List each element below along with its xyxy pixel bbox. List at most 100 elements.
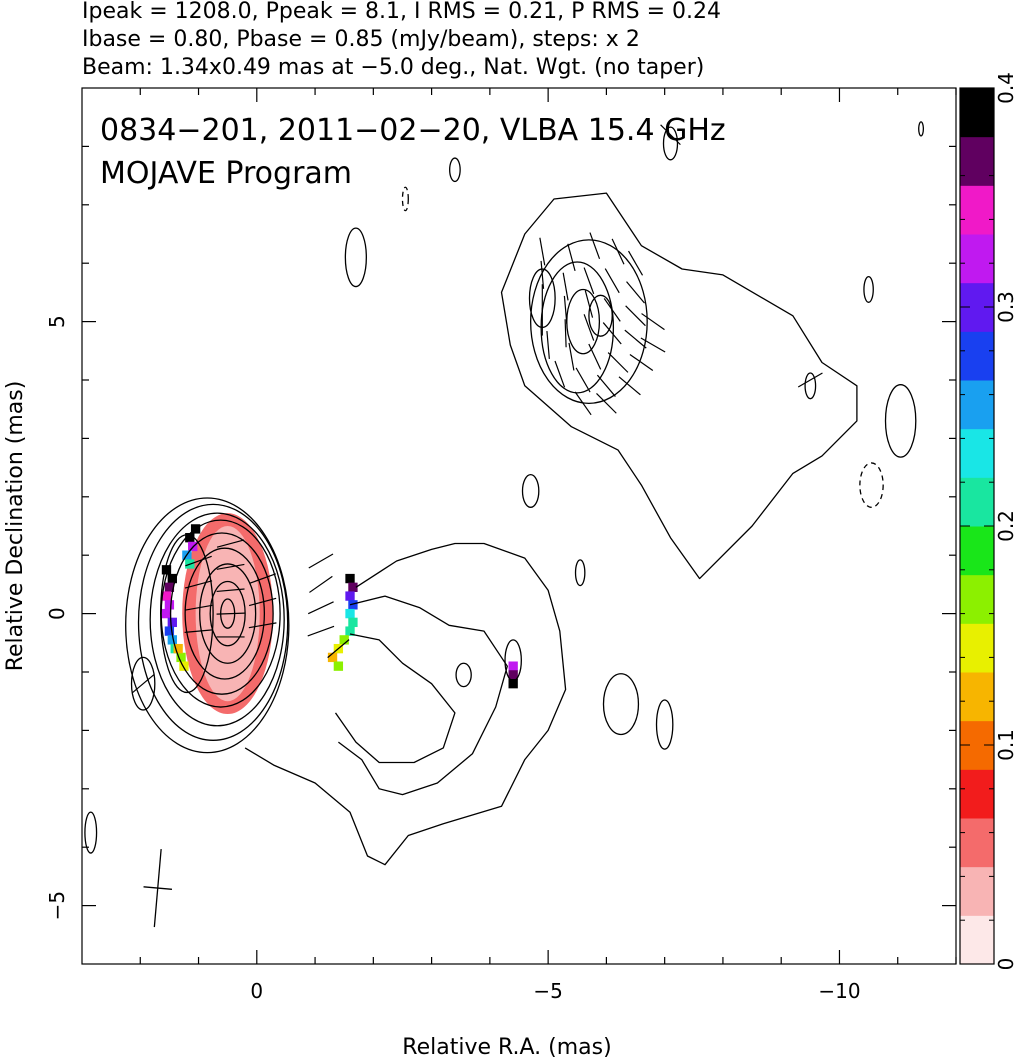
evpa-stick — [628, 250, 644, 276]
evpa-stick — [216, 539, 245, 548]
intensity-contour — [521, 473, 540, 508]
colorbar-tick-label: 0.3 — [994, 291, 1018, 323]
evpa-stick — [546, 330, 550, 359]
evpa-stick — [567, 243, 576, 272]
colorbar-tick-label: 0.2 — [994, 510, 1018, 542]
evpa-stick — [307, 601, 334, 615]
jet-outer-contour — [244, 542, 567, 866]
header-line-2: Ibase = 0.80, Pbase = 0.85 (mJy/beam), s… — [82, 27, 640, 52]
colorbar-segment — [960, 526, 994, 576]
evpa-stick — [618, 376, 641, 396]
colorbar-segment — [960, 380, 994, 430]
evpa-stick — [184, 580, 213, 589]
evpa-stick — [575, 367, 591, 393]
polarization-pixel — [161, 608, 172, 619]
evpa-stick — [248, 622, 277, 629]
polarization-pixel — [345, 573, 355, 584]
beam-marker — [143, 849, 173, 928]
evpa-stick — [588, 343, 602, 370]
polarization-pixel — [508, 670, 518, 680]
evpa-stick — [625, 305, 646, 327]
evpa-stick — [562, 272, 569, 301]
evpa-stick — [589, 232, 601, 260]
intensity-contour — [344, 227, 367, 288]
jet-inner-contour — [334, 633, 456, 764]
colorbar-segment — [960, 185, 994, 235]
polarization-pixel — [508, 679, 518, 689]
x-axis-label: Relative R.A. (mas) — [402, 1035, 611, 1060]
header-line-1: Ipeak = 1208.0, Ppeak = 8.1, I RMS = 0.2… — [82, 0, 721, 24]
polarization-pixel — [345, 608, 355, 619]
polarization-pixel — [345, 591, 355, 601]
beam-minor-axis — [143, 886, 173, 890]
evpa-stick — [611, 238, 625, 265]
evpa-stick — [184, 604, 213, 611]
colorbar-segment — [960, 769, 994, 819]
contour-layer — [84, 121, 925, 866]
polarization-pixel — [348, 600, 358, 610]
jet-inner-contour — [338, 595, 508, 796]
colorbar-segment — [960, 428, 994, 478]
evpa-stick — [607, 352, 629, 373]
intensity-contour — [504, 639, 522, 682]
evpa-stick — [640, 337, 666, 353]
chart-title: 0834−201, 2011−02−20, VLBA 15.4 GHz — [100, 113, 726, 148]
intensity-contour — [863, 275, 874, 303]
y-axis-label: Relative Declination (mas) — [3, 381, 28, 672]
polarization-pixel — [167, 635, 177, 645]
polarization-pixel — [176, 652, 186, 663]
intensity-contour — [160, 534, 214, 694]
intensity-contour — [455, 662, 472, 688]
polarization-pixel — [164, 626, 175, 636]
evpa-stick-layer — [132, 124, 823, 694]
evpa-stick — [602, 322, 622, 345]
negative-contour — [401, 186, 409, 212]
evpa-stick — [596, 374, 616, 397]
chart-subtitle: MOJAVE Program — [100, 156, 352, 191]
x-tick-label: −5 — [533, 979, 562, 1003]
evpa-stick — [249, 573, 276, 584]
evpa-stick — [660, 124, 681, 146]
evpa-stick — [583, 314, 595, 341]
intensity-contour — [530, 239, 648, 405]
intensity-contour — [804, 372, 817, 400]
north-component-contour — [500, 192, 858, 580]
colorbar-segment — [960, 234, 994, 284]
evpa-stick — [604, 268, 620, 294]
evpa-stick — [185, 555, 212, 567]
evpa-stick — [216, 563, 245, 570]
intensity-contour — [84, 811, 98, 854]
intensity-contour — [655, 699, 674, 750]
polarization-pixel — [161, 591, 172, 601]
axis-ticks: 0 −5 −10 5 0 −5 — [45, 88, 957, 1003]
colorbar-segment — [960, 477, 994, 527]
evpa-stick — [184, 629, 213, 633]
polarization-pixel — [508, 661, 518, 671]
intensity-contour — [540, 261, 615, 394]
evpa-stick — [327, 639, 350, 659]
evpa-stick — [603, 298, 621, 322]
intensity-contour — [125, 497, 290, 754]
polarization-pixel — [167, 573, 177, 584]
colorbar: 0 0.1 0.2 0.3 0.4 — [959, 72, 1018, 970]
evpa-stick — [216, 588, 245, 593]
polarization-pixel — [167, 617, 177, 628]
x-tick-label: −10 — [818, 979, 860, 1003]
intensity-contour — [137, 503, 289, 741]
colorbar-tick-label: 0.1 — [994, 729, 1018, 761]
evpa-stick — [584, 290, 594, 318]
polarization-pixel — [164, 600, 175, 610]
intensity-contour — [662, 126, 679, 161]
colorbar-segment — [960, 574, 994, 624]
polarization-pixel — [348, 582, 358, 592]
polarization-pixel — [173, 643, 183, 654]
polarization-pixel — [345, 626, 355, 636]
intensity-contour — [918, 121, 925, 137]
evpa-stick — [307, 625, 335, 637]
evpa-stick — [624, 329, 647, 349]
evpa-stick — [626, 281, 645, 304]
polarization-pixel — [327, 652, 338, 663]
polarization-pixel — [339, 635, 349, 645]
evpa-stick — [568, 342, 575, 371]
